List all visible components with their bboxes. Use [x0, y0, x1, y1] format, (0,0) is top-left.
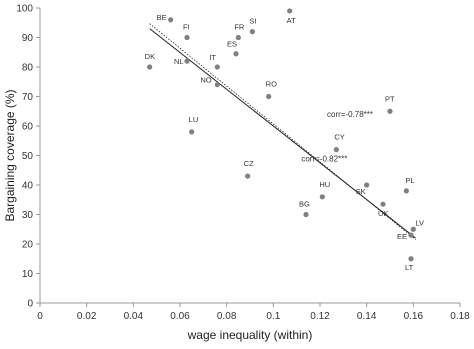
point-label-it: IT: [209, 53, 216, 62]
data-point-pl: [403, 188, 409, 194]
x-tick-label: 0.04: [124, 311, 144, 322]
point-label-be: BE: [157, 13, 167, 22]
x-tick-label: 0.18: [450, 311, 470, 322]
data-point-bg: [303, 211, 309, 218]
point-label-nl: NL: [174, 57, 184, 66]
data-point-dk: [147, 64, 153, 70]
point-label-dk: DK: [145, 52, 155, 61]
point-label-pl: PL: [405, 176, 414, 185]
data-point-sk: [364, 182, 370, 188]
point-label-cy: CY: [334, 133, 344, 142]
x-tick-label: 0.1: [266, 311, 280, 322]
data-point-es: [233, 51, 239, 57]
data-point-lt: [408, 256, 414, 262]
data-point-ee: [408, 232, 414, 238]
y-tick-label: 80: [22, 63, 34, 74]
point-label-pt: PT: [385, 94, 395, 103]
y-tick-label: 20: [22, 240, 34, 251]
point-label-ro: RO: [266, 80, 277, 89]
y-tick-label: 30: [22, 210, 34, 221]
data-point-lv: [410, 226, 416, 232]
x-tick-label: 0.16: [404, 311, 424, 322]
trendlines: [149, 23, 416, 240]
point-label-cz: CZ: [244, 159, 254, 168]
point-label-bg: BG: [299, 200, 310, 209]
point-label-si: SI: [249, 17, 256, 26]
correlation-annotation: corr=-0.82***: [301, 154, 347, 163]
x-tick-label: 0: [37, 311, 43, 322]
data-point-be: [168, 17, 174, 23]
data-point-at: [287, 8, 293, 14]
y-tick-label: 40: [22, 181, 34, 192]
point-label-uk: UK: [378, 209, 388, 218]
point-label-ee: EE: [397, 232, 407, 241]
point-label-lt: LT: [405, 263, 414, 272]
point-label-lu: LU: [189, 115, 199, 124]
x-tick-label: 0.02: [77, 311, 97, 322]
point-label-no: NO: [200, 76, 211, 85]
point-label-hu: HU: [319, 180, 330, 189]
data-point-fr: [235, 34, 241, 41]
point-label-at: AT: [287, 16, 296, 25]
point-labels: BE FI FR SI AT ES IT NL DK NO RO PT LU CY CZ SK PL HU UK BG…: [145, 13, 424, 272]
x-tick-label: 0.06: [170, 311, 190, 322]
point-label-sk: SK: [356, 187, 366, 196]
data-point-fi: [184, 34, 190, 41]
data-point-hu: [319, 194, 325, 200]
x-axis-title: wage inequality (within): [187, 328, 313, 342]
y-tick-label: 50: [22, 151, 34, 162]
annotations: corr=-0.78*** corr=-0.82***: [301, 110, 373, 163]
point-label-fi: FI: [183, 23, 190, 32]
data-point-pt: [387, 108, 393, 114]
y-tick-label: 70: [22, 92, 34, 103]
y-tick-label: 10: [22, 269, 34, 280]
x-tick-label: 0.12: [310, 311, 330, 322]
axes: 0 10 20 30 40 50 60 70 80 90 100 0 0.02 0.04 0.06 0.08 0…: [16, 4, 470, 323]
data-point-lu: [189, 129, 195, 135]
point-label-lv: LV: [415, 218, 424, 227]
y-axis-title: Bargaining coverage (%): [3, 89, 17, 221]
data-point-it: [214, 64, 220, 70]
data-point-si: [249, 29, 255, 35]
data-points: [147, 8, 416, 262]
data-point-cy: [333, 147, 339, 153]
y-tick-label: 100: [16, 4, 33, 15]
y-tick-label: 90: [22, 33, 34, 44]
data-point-nl: [184, 58, 190, 64]
y-tick-label: 60: [22, 122, 34, 133]
data-point-no: [214, 82, 220, 88]
y-tick-label: 0: [27, 299, 33, 310]
x-tick-label: 0.14: [357, 311, 377, 322]
data-point-uk: [380, 201, 386, 207]
trendline-dotted: [149, 23, 416, 240]
point-label-fr: FR: [234, 23, 245, 32]
x-tick-label: 0.08: [217, 311, 237, 322]
data-point-ro: [266, 93, 272, 100]
correlation-annotation: corr=-0.78***: [327, 110, 373, 119]
point-label-es: ES: [227, 40, 237, 49]
data-point-cz: [245, 173, 251, 179]
